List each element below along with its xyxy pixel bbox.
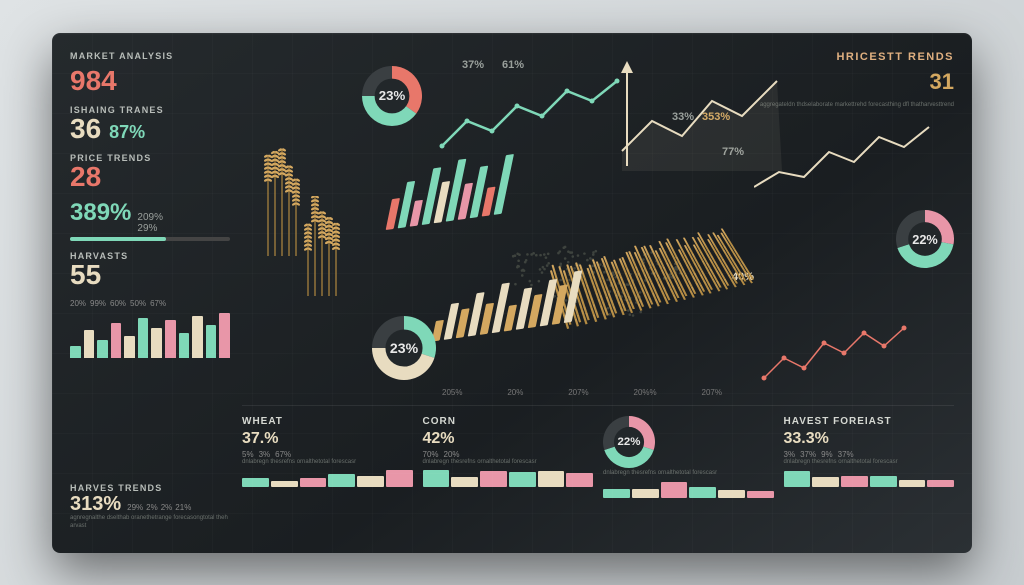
bottom-cell: CORN42%70%20%dnlabregn thesrefns ornalth… — [423, 416, 594, 535]
pct-row: 20% 99% 60% 50% 67% — [70, 299, 230, 308]
wheat-stalks-left — [262, 146, 304, 256]
stat-harvasts: HARVASTS 55 — [70, 251, 230, 289]
donut-1: 23% — [362, 66, 422, 131]
stat-harves-trends: HARVES TRENDS 313% 29% 2% 2% 21% agnregn… — [70, 483, 230, 531]
bars-3d-a — [386, 151, 515, 229]
right-column: HRICESTT RENDS 31 aggregateldn thdselabo… — [754, 51, 954, 393]
bottom-cell: HAVEST FOREIAST33.3%3%37%9%37%dnlabregn … — [784, 416, 955, 535]
left-column: MARKET ANALYSIS 984 ISHAING TRANES 36 87… — [70, 51, 230, 535]
right-scatter — [754, 318, 954, 393]
right-line-chart — [754, 117, 954, 202]
stat-984: 984 — [70, 67, 230, 95]
float-pct: 37% — [462, 59, 484, 71]
filler: agnregnalthe dselthab oranethetrange for… — [70, 515, 230, 531]
x-axis: 205%20%207%20%%207% — [442, 388, 722, 397]
main-title: MARKET ANALYSIS — [70, 51, 230, 61]
line-chart-1 — [442, 76, 622, 171]
arrow-up-icon — [612, 61, 642, 171]
right-filler: aggregateldn thdselaborate markettrehd f… — [754, 102, 954, 110]
line-chart-2 — [622, 71, 782, 176]
float-pct: 61% — [502, 59, 524, 71]
stat-tranes: ISHAING TRANES 36 87% — [70, 105, 230, 143]
right-title: HRICESTT RENDS — [754, 51, 954, 63]
donut-2: 23% — [372, 316, 436, 385]
right-donut: 22% — [754, 210, 954, 268]
bottom-cell: WHEAT37.%5%3%67%dnlabregn thesrefns orna… — [242, 416, 413, 535]
wheat-stalks-center — [302, 196, 344, 296]
bottom-cell: 22%dnlabregn thesrefns ornalthetotal for… — [603, 416, 774, 535]
bottom-row: WHEAT37.%5%3%67%dnlabregn thesrefns orna… — [242, 405, 954, 535]
stat-389: 389% 209% 29% — [70, 201, 230, 241]
stat-price: PRICE TRENDS 28 — [70, 153, 230, 191]
infographic-board: MARKET ANALYSIS 984 ISHAING TRANES 36 87… — [52, 33, 972, 553]
center-panel: 23%37%61%33%353%77%40% 23%205%20%207%20%… — [242, 51, 742, 393]
mini-bar-chart — [70, 318, 230, 358]
